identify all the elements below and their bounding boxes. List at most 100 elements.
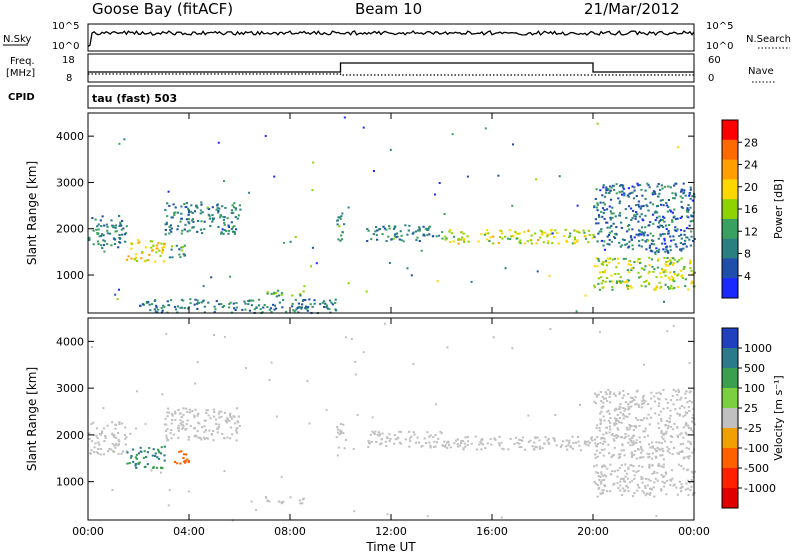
power-blob [168, 244, 186, 259]
velocity-cell [598, 479, 601, 481]
power-cell [564, 228, 567, 231]
power-cell [603, 209, 606, 211]
velocity-cell [684, 414, 687, 417]
velocity-cell [665, 430, 668, 433]
power-cell [624, 257, 627, 260]
power-cell [220, 303, 223, 306]
power-cell [291, 294, 294, 297]
velocity-cell [618, 466, 621, 469]
power-cell [611, 206, 614, 209]
power-cell [215, 300, 218, 303]
velocity-cell [181, 423, 184, 426]
power-cell [155, 251, 158, 254]
power-cell [518, 241, 521, 244]
power-cell [187, 221, 190, 223]
power-cell [274, 292, 278, 294]
velocity-cell [613, 446, 616, 449]
velocity-cell [666, 446, 669, 449]
velocity-cell [640, 448, 643, 450]
velocity-cell [216, 431, 219, 434]
velocity-cell [617, 453, 621, 456]
power-cell [624, 208, 627, 211]
velocity-cell [619, 406, 622, 409]
power-cell [575, 240, 578, 243]
velocity-cell [423, 437, 426, 440]
velocity-cell [629, 464, 632, 467]
power-cell [500, 232, 504, 235]
velocity-cell [687, 405, 690, 408]
velocity-cell [602, 405, 605, 408]
power-cell [637, 203, 640, 206]
power-cell [614, 215, 617, 218]
power-cell [426, 234, 429, 237]
velocity-cell [669, 409, 672, 412]
velocity-cell [425, 442, 428, 444]
power-cell [679, 248, 682, 251]
power-cell [595, 222, 598, 225]
velocity-cell [669, 399, 673, 402]
velocity-cell [618, 391, 621, 394]
velocity-cell [633, 477, 636, 480]
power-cell [170, 248, 173, 251]
velocity-cell [325, 408, 328, 411]
power-cell [113, 243, 116, 245]
power-cell [558, 175, 561, 178]
velocity-cell [552, 437, 555, 440]
power-cell [681, 207, 684, 209]
velocity-cell [342, 423, 345, 426]
power-cell [637, 200, 640, 203]
velocity-cell [649, 416, 653, 419]
power-cell [609, 216, 612, 219]
velocity-cell [685, 446, 688, 449]
velocity-cell [123, 433, 127, 436]
velocity-cell [662, 388, 665, 391]
power-cell [608, 261, 611, 264]
velocity-cell [690, 485, 693, 488]
velocity-cell [209, 417, 212, 420]
power-cell [466, 235, 469, 238]
velocity-cell [518, 438, 521, 441]
velocity-cell [371, 416, 374, 419]
velocity-cell [275, 415, 278, 418]
velocity-cell [478, 443, 481, 446]
velocity-cell [632, 440, 635, 443]
power-cell [248, 191, 251, 194]
velocity-cell [90, 423, 93, 425]
velocity-cell [671, 394, 674, 397]
power-cell [680, 248, 683, 251]
power-cell [92, 243, 95, 246]
power-cell [232, 302, 235, 305]
power-cell [674, 226, 677, 229]
velocity-cell [626, 477, 630, 480]
power-cell [96, 240, 100, 243]
velocity-cell [679, 398, 682, 401]
power-cell [658, 226, 661, 229]
power-cell [647, 184, 650, 187]
velocity-cell [620, 494, 624, 497]
velocity-cell [408, 437, 411, 440]
velocity-cell [386, 513, 389, 516]
power-cell [609, 198, 613, 201]
power-cell [407, 229, 410, 232]
velocity-cell [689, 489, 692, 492]
velocity-cell [131, 448, 135, 451]
power-cell [119, 223, 122, 226]
velocity-cell [170, 412, 173, 415]
velocity-cell [631, 399, 634, 402]
power-cell [638, 244, 641, 247]
power-blob [164, 201, 242, 236]
power-cell [662, 215, 665, 218]
velocity-cell [110, 448, 113, 451]
velocity-cell [638, 441, 642, 443]
power-cell [644, 214, 647, 217]
velocity-cell [680, 465, 683, 467]
velocity-cell [662, 433, 665, 436]
power-cell [208, 208, 211, 211]
power-cell [634, 217, 637, 220]
power-cell [630, 238, 633, 241]
velocity-cell [350, 338, 353, 341]
velocity-cell [608, 412, 611, 415]
power-cell [626, 284, 629, 287]
power-cell [165, 223, 168, 225]
